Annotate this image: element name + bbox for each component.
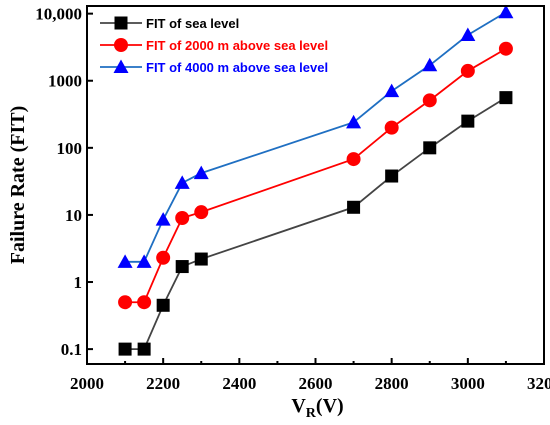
y-tick-label: 1 xyxy=(74,273,83,292)
legend-marker xyxy=(114,38,128,52)
series-2 xyxy=(118,41,513,310)
data-point xyxy=(118,295,133,310)
data-point xyxy=(346,152,361,167)
data-point xyxy=(155,212,171,226)
x-tick-label: 2800 xyxy=(375,374,409,393)
series-line xyxy=(125,47,507,304)
series-line xyxy=(125,11,507,263)
data-point xyxy=(460,27,476,42)
x-tick-label: 3000 xyxy=(451,374,485,393)
data-point xyxy=(117,254,133,268)
x-tick-label: 2000 xyxy=(70,374,104,393)
x-axis-title: VR(V) xyxy=(291,395,343,421)
x-tick-label: 2600 xyxy=(299,374,333,393)
x-tick-label: 2200 xyxy=(146,374,180,393)
series-line xyxy=(125,96,507,351)
x-tick-label: 2400 xyxy=(222,374,256,393)
y-tick-label: 1000 xyxy=(48,72,82,91)
y-axis: 0.1 1 10 100 1000 10,000 xyxy=(35,5,93,359)
data-point xyxy=(118,342,132,356)
plot-marks xyxy=(117,4,514,356)
data-point xyxy=(194,205,209,220)
data-point xyxy=(136,254,152,268)
legend-marker xyxy=(114,16,128,30)
x-axis-title-unit: (V) xyxy=(316,395,344,417)
data-point xyxy=(175,210,190,225)
y-tick-label: 10 xyxy=(65,206,82,225)
y-tick-label: 10,000 xyxy=(35,5,82,24)
x-axis-title-main: V xyxy=(291,395,306,417)
data-point xyxy=(194,252,208,266)
data-point xyxy=(137,342,151,356)
data-point xyxy=(193,165,209,180)
series-1 xyxy=(118,91,513,356)
series-3 xyxy=(117,4,514,268)
legend: FIT of sea level FIT of 2000 m above sea … xyxy=(100,16,328,75)
data-point xyxy=(498,41,513,56)
y-tick-label: 0.1 xyxy=(61,340,82,359)
data-point xyxy=(174,175,190,189)
y-tick-label: 100 xyxy=(57,139,83,158)
data-point xyxy=(347,200,361,214)
data-point xyxy=(137,295,152,310)
data-point xyxy=(423,141,437,155)
legend-label: FIT of 2000 m above sea level xyxy=(146,38,328,53)
x-axis-title-subscript: R xyxy=(306,406,317,421)
legend-marker xyxy=(113,59,129,73)
data-point xyxy=(384,120,399,135)
legend-label: FIT of sea level xyxy=(146,16,239,31)
legend-label: FIT of 4000 m above sea level xyxy=(146,60,328,75)
data-point xyxy=(346,114,362,129)
y-axis-title: Failure Rate (FIT) xyxy=(7,106,29,265)
data-point xyxy=(422,57,438,72)
data-point xyxy=(156,250,171,265)
data-point xyxy=(156,298,170,312)
data-point xyxy=(460,63,475,78)
data-point xyxy=(384,83,400,98)
data-point xyxy=(499,91,513,105)
data-point xyxy=(422,93,437,108)
data-point xyxy=(385,169,399,183)
data-point xyxy=(175,260,189,274)
data-point xyxy=(498,4,514,19)
data-point xyxy=(461,114,475,128)
